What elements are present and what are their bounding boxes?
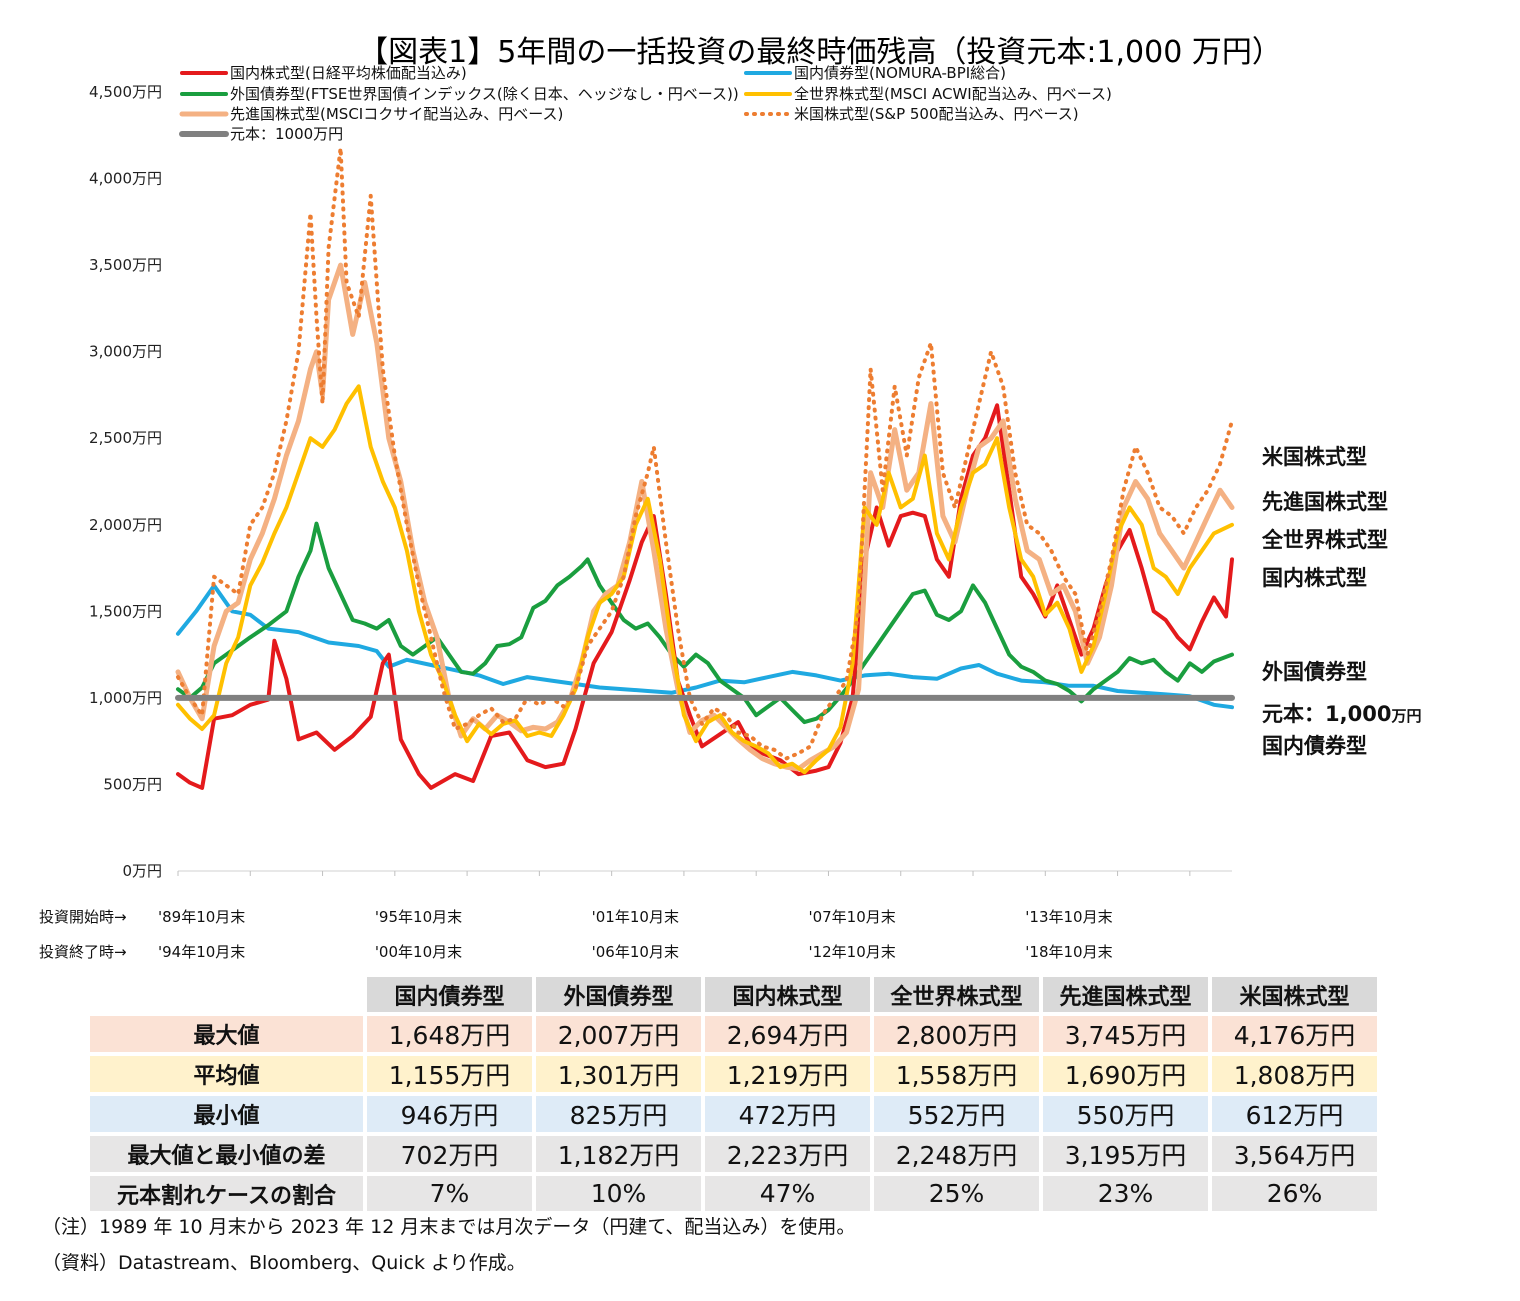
stats-cell: 1,648万円 [367, 1016, 532, 1052]
stats-cell: 702万円 [367, 1136, 532, 1172]
stats-cell: 472万円 [705, 1096, 870, 1132]
legend-label: 全世界株式型(MSCI ACWI配当込み、円ベース) [794, 85, 1112, 103]
series-end-label: 国内債券型 [1262, 734, 1367, 758]
legend-label: 先進国株式型(MSCIコクサイ配当込み、円ベース) [230, 105, 563, 123]
stats-cell: 2,248万円 [874, 1136, 1039, 1172]
stats-row-range: 最大値と最小値の差 702万円 1,182万円 2,223万円 2,248万円 … [90, 1136, 1377, 1172]
series-line [176, 384, 1234, 775]
x-tick-label: '94年10月末 [158, 943, 245, 961]
series-line [176, 521, 1234, 725]
stats-cell: 1,301万円 [536, 1056, 701, 1092]
series-line [176, 146, 1234, 761]
x-tick-label: '01年10月末 [592, 908, 679, 926]
stats-cell: 2,694万円 [705, 1016, 870, 1052]
source-note: （資料）Datastream、Bloomberg、Quick より作成。 [42, 1252, 526, 1274]
stats-cell: 552万円 [874, 1096, 1039, 1132]
stats-cell: 3,195万円 [1043, 1136, 1208, 1172]
series-end-label: 米国株式型 [1262, 445, 1367, 469]
legend-label: 国内株式型(日経平均株価配当込み) [230, 64, 467, 82]
stats-col-header: 米国株式型 [1212, 977, 1377, 1012]
footnote: （注）1989 年 10 月末から 2023 年 12 月末までは月次データ（円… [42, 1216, 856, 1238]
stats-cell: 946万円 [367, 1096, 532, 1132]
stats-table: 国内債券型 外国債券型 国内株式型 全世界株式型 先進国株式型 米国株式型 最大… [86, 973, 1381, 1215]
series-lines [175, 146, 1235, 790]
stats-cell: 25% [874, 1176, 1039, 1211]
y-tick-label: 2,500万円 [89, 429, 162, 447]
stats-cell: 1,558万円 [874, 1056, 1039, 1092]
stats-cell: 1,219万円 [705, 1056, 870, 1092]
stats-row-label: 元本割れケースの割合 [90, 1176, 363, 1211]
series-line [175, 262, 1235, 772]
x-tick-label: '95年10月末 [375, 908, 462, 926]
stats-cell: 26% [1212, 1176, 1377, 1211]
stats-row-loss-ratio: 元本割れケースの割合 7% 10% 47% 25% 23% 26% [90, 1176, 1377, 1211]
y-axis-ticks: 0万円 500万円 1,000万円 1,500万円 2,000万円 2,500万円 3,00… [89, 83, 162, 880]
stats-corner [90, 977, 363, 1012]
x-tick-label: '06年10月末 [592, 943, 679, 961]
series-end-label: 外国債券型 [1262, 660, 1367, 684]
stats-cell: 2,007万円 [536, 1016, 701, 1052]
stats-cell: 825万円 [536, 1096, 701, 1132]
stats-header-row: 国内債券型 外国債券型 国内株式型 全世界株式型 先進国株式型 米国株式型 [90, 977, 1377, 1012]
series-end-label: 全世界株式型 [1261, 528, 1388, 552]
stats-cell: 7% [367, 1176, 532, 1211]
stats-row-label: 最大値と最小値の差 [90, 1136, 363, 1172]
series-end-labels: 米国株式型先進国株式型全世界株式型国内株式型外国債券型元本：1,000万円国内債… [1261, 445, 1421, 758]
stats-cell: 550万円 [1043, 1096, 1208, 1132]
stats-cell: 2,800万円 [874, 1016, 1039, 1052]
x-axis: 投資開始時→ '89年10月末 '95年10月末 '01年10月末 '07年10月末 '1… [39, 870, 1232, 961]
stats-row-label: 最大値 [90, 1016, 363, 1052]
stats-cell: 47% [705, 1176, 870, 1211]
chart-title: 【図表1】5年間の一括投資の最終時価残高（投資元本:1,000 万円） [358, 35, 1282, 70]
x-tick-label: '18年10月末 [1025, 943, 1112, 961]
stats-cell: 1,690万円 [1043, 1056, 1208, 1092]
stats-col-header: 国内債券型 [367, 977, 532, 1012]
x-tick-label: '13年10月末 [1025, 908, 1112, 926]
x-row-label: 投資終了時→ [39, 943, 127, 961]
stats-col-header: 全世界株式型 [874, 977, 1039, 1012]
y-tick-label: 3,000万円 [89, 343, 162, 361]
stats-cell: 1,808万円 [1212, 1056, 1377, 1092]
stats-cell: 1,182万円 [536, 1136, 701, 1172]
stats-col-header: 外国債券型 [536, 977, 701, 1012]
series-end-label-unit: 万円 [1390, 707, 1421, 725]
stats-cell: 3,745万円 [1043, 1016, 1208, 1052]
stats-cell: 1,155万円 [367, 1056, 532, 1092]
y-tick-label: 3,500万円 [89, 256, 162, 274]
stats-row-max: 最大値 1,648万円 2,007万円 2,694万円 2,800万円 3,74… [90, 1016, 1377, 1052]
series-end-label: 先進国株式型 [1262, 490, 1388, 514]
x-tick-label: '07年10月末 [808, 908, 895, 926]
x-row-label: 投資開始時→ [39, 908, 127, 926]
y-tick-label: 500万円 [103, 775, 162, 793]
legend-label: 元本：1000万円 [230, 125, 343, 143]
stats-col-header: 国内株式型 [705, 977, 870, 1012]
x-tick-label: '12年10月末 [808, 943, 895, 961]
stats-row-average: 平均値 1,155万円 1,301万円 1,219万円 1,558万円 1,69… [90, 1056, 1377, 1092]
legend-label: 米国株式型(S&P 500配当込み、円ベース) [794, 105, 1079, 123]
stats-cell: 2,223万円 [705, 1136, 870, 1172]
stats-cell: 3,564万円 [1212, 1136, 1377, 1172]
legend: 国内株式型(日経平均株価配当込み) 国内債券型(NOMURA-BPI総合) 外国債券… [179, 64, 1112, 143]
stats-col-header: 先進国株式型 [1043, 977, 1208, 1012]
y-tick-label: 1,000万円 [89, 689, 162, 707]
stats-row-min: 最小値 946万円 825万円 472万円 552万円 550万円 612万円 [90, 1096, 1377, 1132]
chart: 【図表1】5年間の一括投資の最終時価残高（投資元本:1,000 万円） 0万円 5… [39, 35, 1421, 961]
y-tick-label: 4,500万円 [89, 83, 162, 101]
y-tick-label: 0万円 [122, 862, 162, 880]
stats-cell: 10% [536, 1176, 701, 1211]
stats-row-label: 平均値 [90, 1056, 363, 1092]
y-tick-label: 2,000万円 [89, 516, 162, 534]
legend-label: 国内債券型(NOMURA-BPI総合) [794, 64, 1006, 82]
series-end-label: 国内株式型 [1262, 566, 1367, 590]
y-tick-label: 4,000万円 [89, 170, 162, 188]
stats-row-label: 最小値 [90, 1096, 363, 1132]
legend-label: 外国債券型(FTSE世界国債インデックス(除く日本、ヘッジなし・円ベース)) [230, 85, 739, 103]
stats-cell: 612万円 [1212, 1096, 1377, 1132]
x-tick-label: '89年10月末 [158, 908, 245, 926]
stats-cell: 4,176万円 [1212, 1016, 1377, 1052]
series-end-label: 元本：1,000万円 [1262, 702, 1421, 726]
x-tick-label: '00年10月末 [375, 943, 462, 961]
stats-cell: 23% [1043, 1176, 1208, 1211]
y-tick-label: 1,500万円 [89, 602, 162, 620]
